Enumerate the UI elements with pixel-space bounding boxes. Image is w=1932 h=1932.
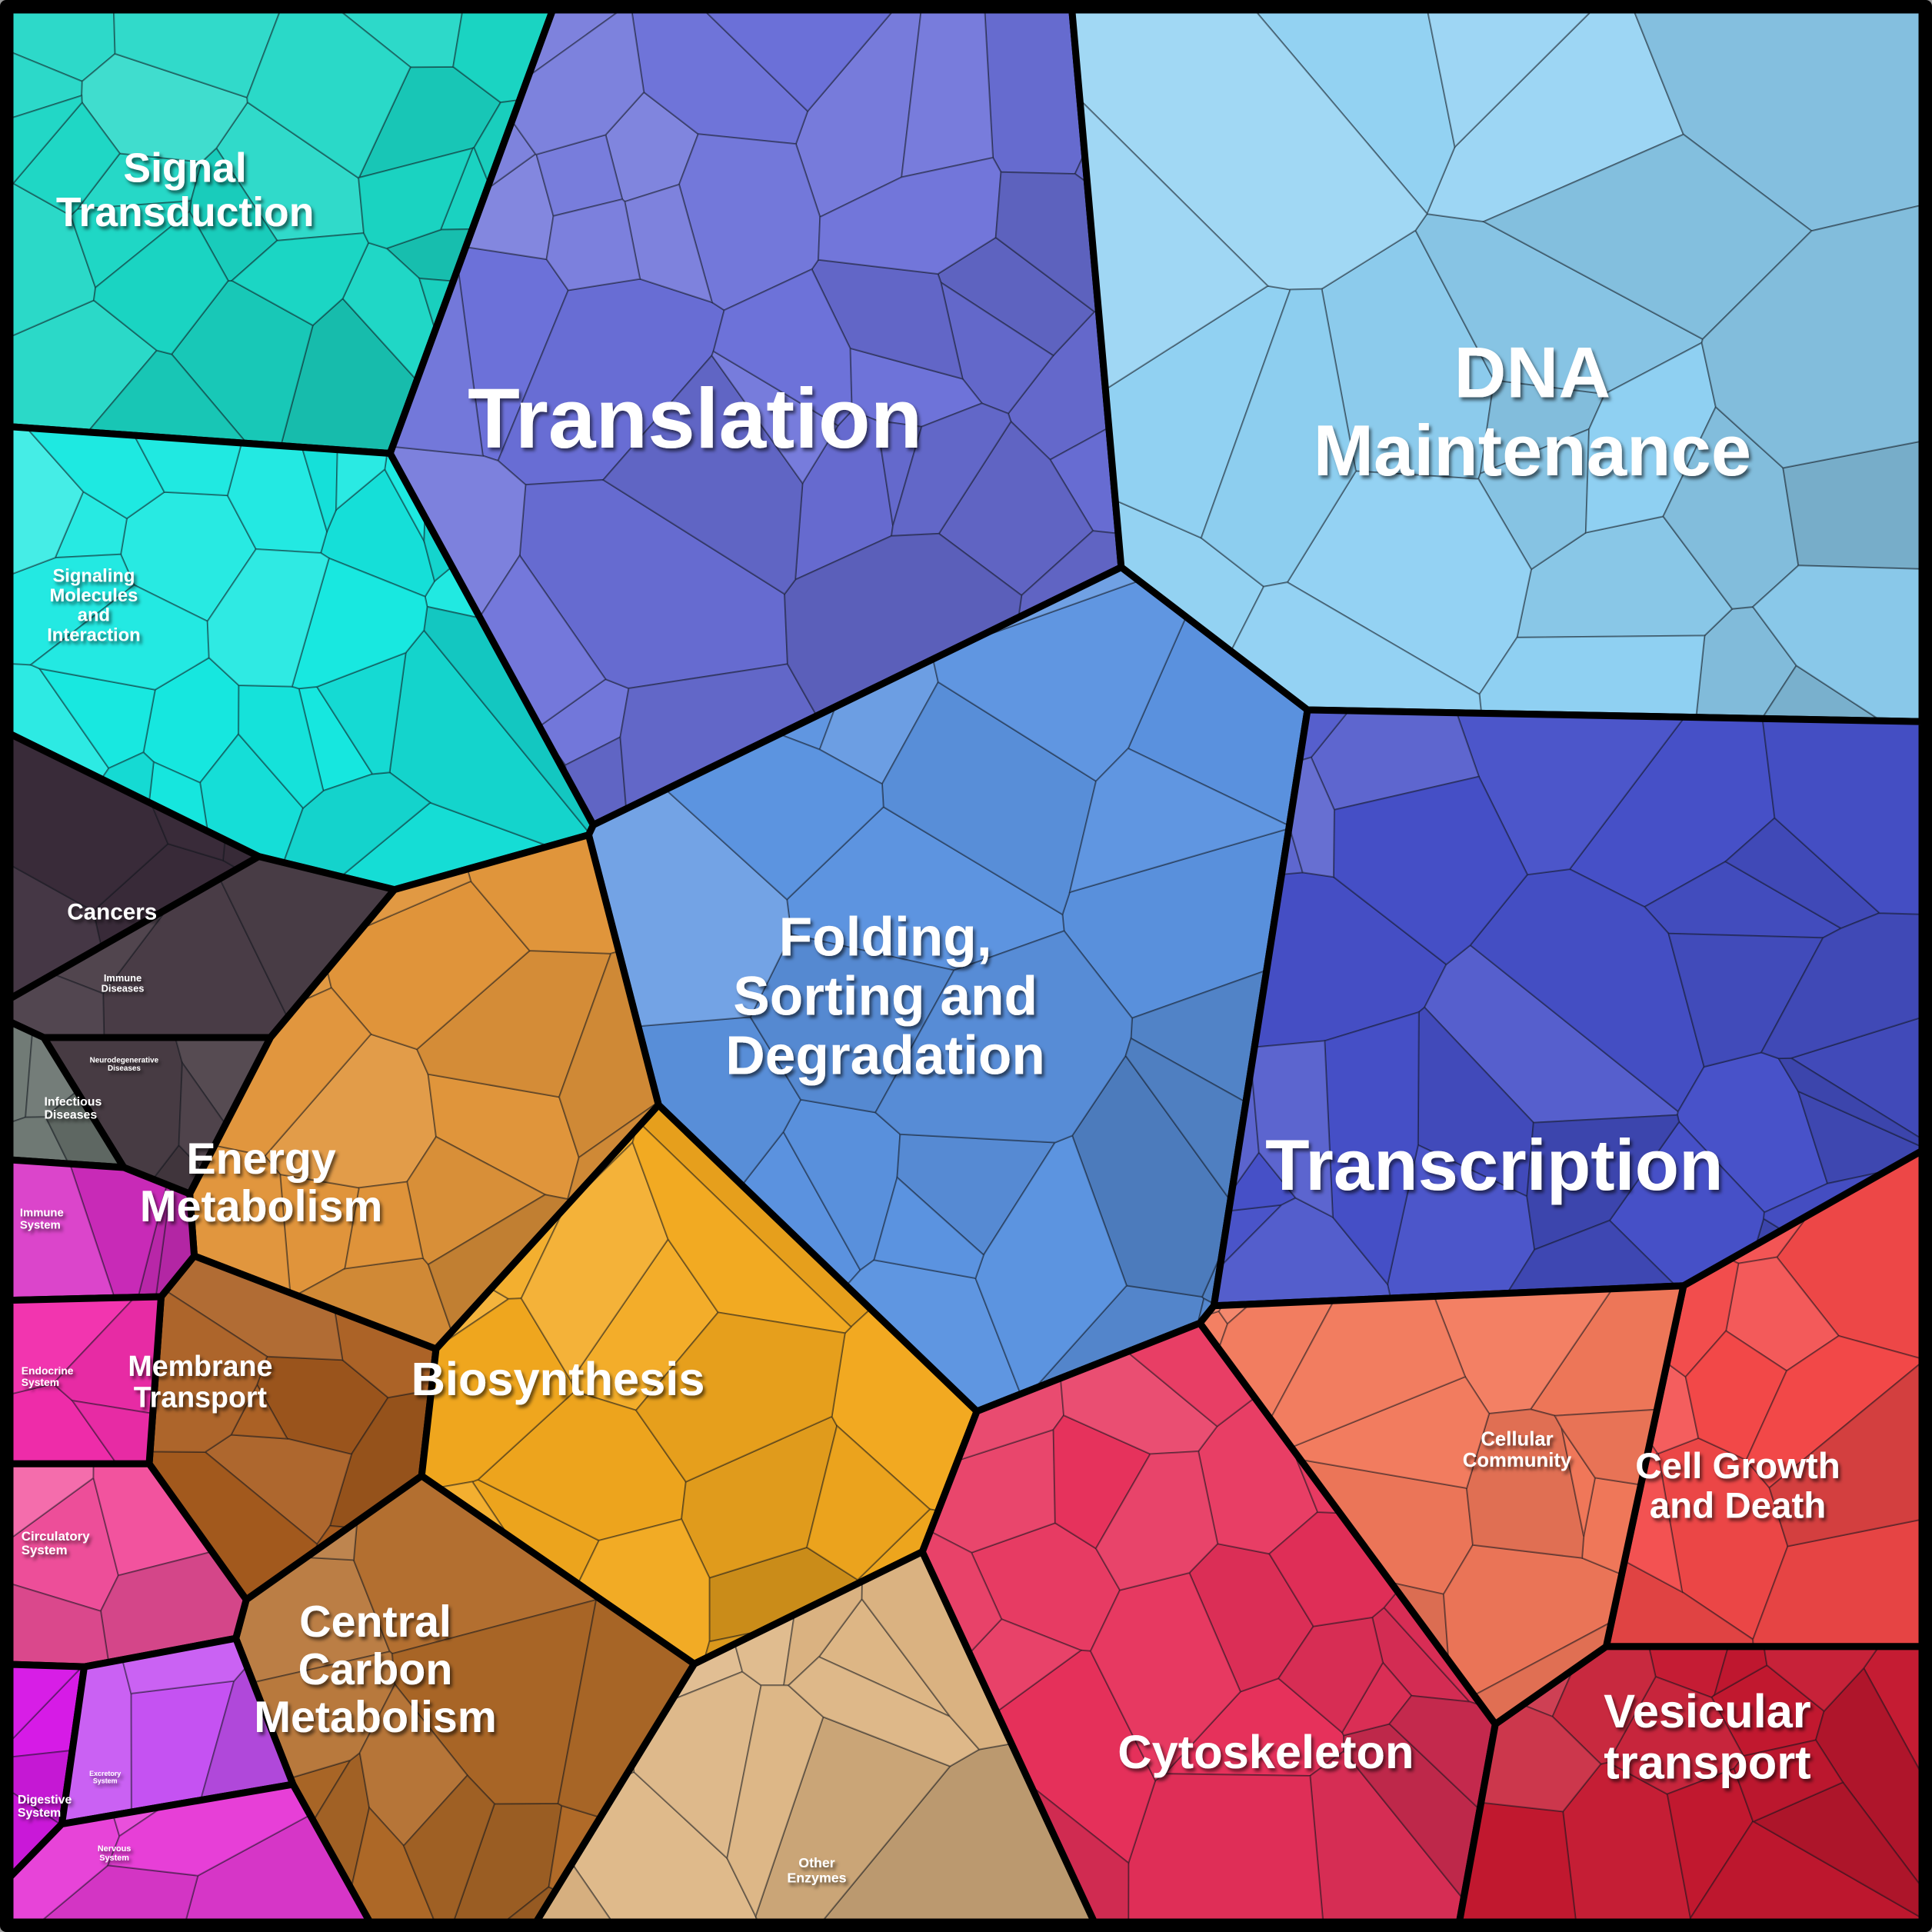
svg-text:Nervous: Nervous xyxy=(98,1844,132,1854)
svg-text:System: System xyxy=(18,1807,61,1820)
svg-text:System: System xyxy=(99,1854,129,1863)
svg-text:Community: Community xyxy=(1463,1450,1572,1471)
svg-text:Vesicular: Vesicular xyxy=(1604,1685,1810,1738)
svg-text:Cytoskeleton: Cytoskeleton xyxy=(1118,1726,1414,1779)
svg-text:Translation: Translation xyxy=(468,371,922,466)
svg-text:Degradation: Degradation xyxy=(725,1024,1045,1086)
svg-text:Infectious: Infectious xyxy=(45,1096,102,1109)
svg-text:Digestive: Digestive xyxy=(18,1794,72,1807)
svg-text:Central: Central xyxy=(299,1597,451,1647)
svg-text:Metabolism: Metabolism xyxy=(254,1693,497,1742)
svg-text:and: and xyxy=(78,605,110,626)
svg-text:Cellular: Cellular xyxy=(1481,1428,1553,1450)
svg-text:Circulatory: Circulatory xyxy=(22,1529,90,1544)
svg-text:System: System xyxy=(22,1543,68,1557)
svg-text:System: System xyxy=(20,1220,61,1232)
svg-text:System: System xyxy=(22,1376,59,1388)
svg-text:and Death: and Death xyxy=(1650,1485,1827,1526)
svg-text:Diseases: Diseases xyxy=(108,1064,141,1073)
svg-text:Neurodegenerative: Neurodegenerative xyxy=(90,1056,159,1064)
svg-text:Endocrine: Endocrine xyxy=(22,1364,74,1377)
svg-text:Signal: Signal xyxy=(123,146,246,192)
svg-text:Excretory: Excretory xyxy=(89,1770,121,1777)
svg-text:Biosynthesis: Biosynthesis xyxy=(411,1353,705,1406)
svg-text:Transcription: Transcription xyxy=(1265,1124,1723,1205)
svg-text:Other: Other xyxy=(798,1855,835,1870)
svg-text:Folding,: Folding, xyxy=(779,906,992,968)
svg-text:Cell Growth: Cell Growth xyxy=(1635,1446,1840,1487)
svg-text:Energy: Energy xyxy=(186,1134,336,1184)
svg-text:Immune: Immune xyxy=(20,1208,64,1220)
svg-text:Transport: Transport xyxy=(134,1381,268,1414)
svg-text:transport: transport xyxy=(1604,1736,1810,1789)
svg-text:Molecules: Molecules xyxy=(49,585,138,606)
svg-text:Membrane: Membrane xyxy=(128,1350,272,1382)
svg-text:Cancers: Cancers xyxy=(67,900,157,925)
svg-text:Transduction: Transduction xyxy=(56,190,315,235)
svg-text:Diseases: Diseases xyxy=(45,1109,98,1122)
svg-text:Enzymes: Enzymes xyxy=(787,1870,846,1885)
svg-text:DNA: DNA xyxy=(1454,331,1611,412)
svg-text:Maintenance: Maintenance xyxy=(1314,410,1751,491)
svg-text:System: System xyxy=(93,1777,118,1785)
svg-text:Sorting and: Sorting and xyxy=(733,965,1038,1027)
svg-text:Diseases: Diseases xyxy=(102,983,145,994)
svg-text:Metabolism: Metabolism xyxy=(140,1182,383,1231)
svg-text:Carbon: Carbon xyxy=(298,1645,453,1694)
svg-text:Interaction: Interaction xyxy=(47,625,140,645)
svg-text:Immune: Immune xyxy=(104,972,142,984)
svg-text:Signaling: Signaling xyxy=(52,565,135,586)
